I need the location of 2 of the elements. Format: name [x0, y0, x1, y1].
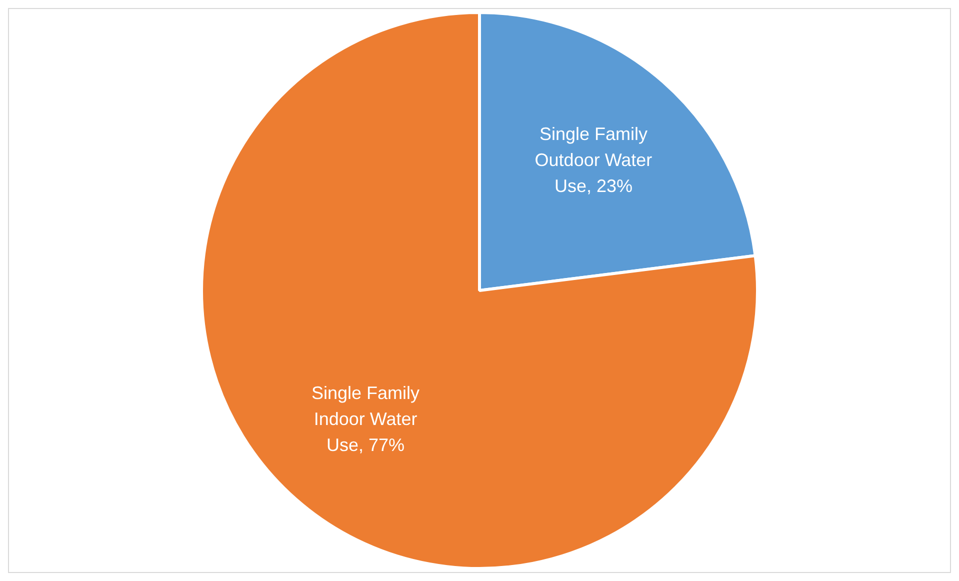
slice-label: Single Family Indoor Water Use, 77% — [311, 382, 420, 455]
slice-label: Single Family Outdoor Water Use, 23% — [534, 124, 652, 196]
